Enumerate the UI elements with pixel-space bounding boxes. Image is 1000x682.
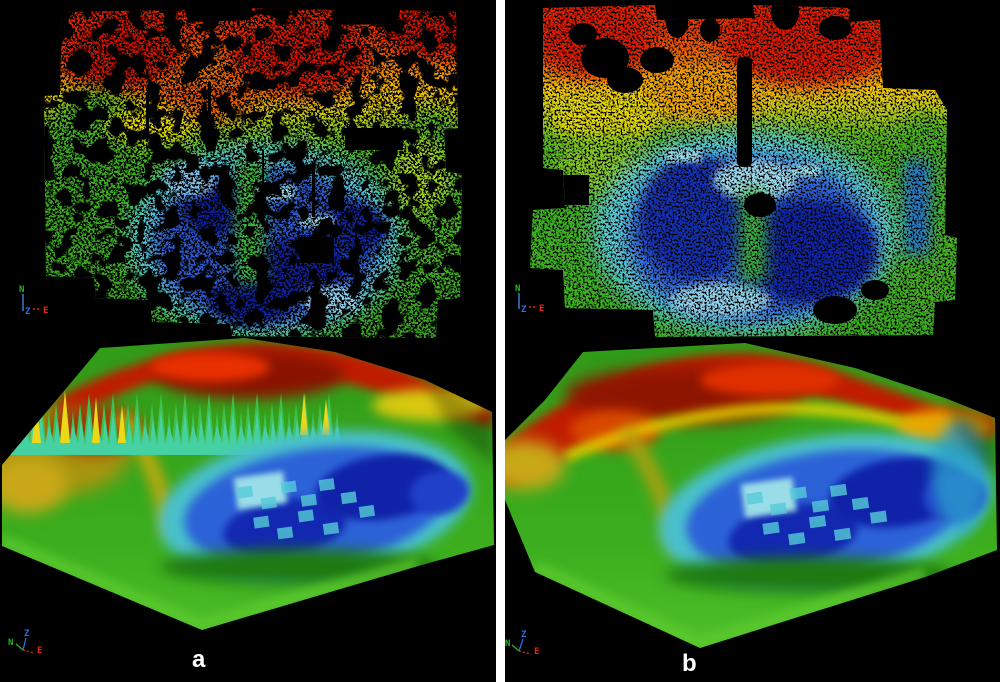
axis-e-label: E bbox=[43, 306, 48, 316]
axis-z-label: Z bbox=[521, 305, 527, 315]
axis-e-label: E bbox=[37, 646, 42, 656]
axis-n-label: N bbox=[8, 638, 13, 648]
axis-n-label: N bbox=[505, 639, 510, 649]
axis-z-label: Z bbox=[24, 629, 30, 639]
panel-b-terrain bbox=[505, 343, 997, 648]
panel-b-map-surface bbox=[530, 5, 957, 337]
panel-a-terrain bbox=[2, 338, 494, 630]
axis-e-label: E bbox=[534, 647, 539, 657]
panel-divider bbox=[496, 0, 505, 682]
panel-a-top-map: N Z E bbox=[19, 8, 462, 338]
axis-e-label: E bbox=[539, 304, 544, 314]
axis-z-label: Z bbox=[521, 630, 527, 640]
panel-a-label: a bbox=[192, 646, 206, 673]
axis-triad-icon: N Z E bbox=[515, 284, 544, 315]
axis-z-label: Z bbox=[25, 307, 31, 317]
excavation-basin bbox=[158, 430, 472, 580]
axis-n-label: N bbox=[19, 285, 24, 295]
axis-triad-icon: Z N E bbox=[8, 629, 42, 656]
panel-a-map-surface bbox=[44, 8, 462, 338]
excavation-basin bbox=[658, 433, 992, 587]
panel-b-top-map: N Z E bbox=[515, 5, 957, 337]
panel-b-3d-view: Z N E bbox=[505, 343, 997, 657]
panel-b-label: b bbox=[682, 650, 697, 677]
axis-triad-icon: Z N E bbox=[505, 630, 539, 657]
axis-triad-icon: N Z E bbox=[19, 285, 48, 317]
axis-n-label: N bbox=[515, 284, 520, 294]
panel-a-3d-view: Z N E bbox=[2, 338, 494, 656]
